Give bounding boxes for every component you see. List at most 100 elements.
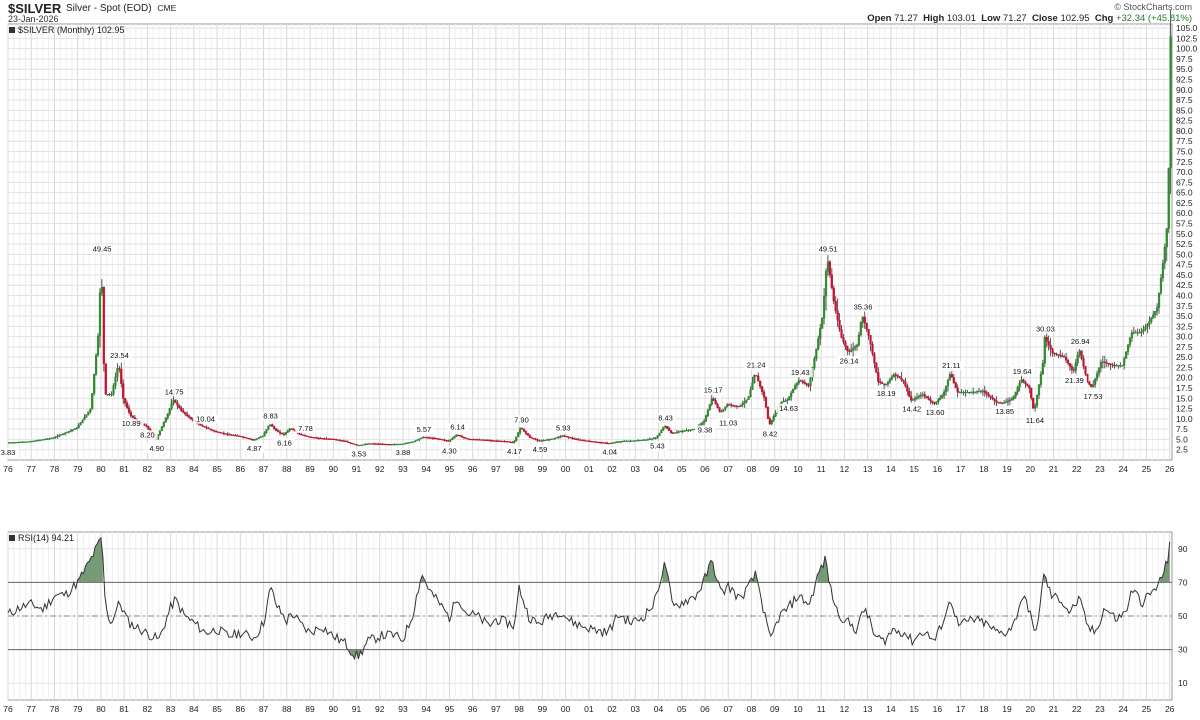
- candle-up: [890, 376, 893, 380]
- candle-down: [898, 376, 901, 379]
- candle-up: [551, 438, 555, 440]
- candle-down: [385, 443, 388, 446]
- annotation-bg: [759, 429, 781, 439]
- x-tick-label: 10: [793, 464, 803, 474]
- candle-up: [852, 348, 855, 351]
- candle-down: [280, 432, 284, 435]
- candle-down: [120, 368, 123, 384]
- candle-down: [387, 444, 390, 446]
- candle-down: [830, 274, 833, 289]
- rsi-y-tick: 10: [1178, 678, 1188, 688]
- candle-down: [836, 310, 839, 321]
- candle-down: [588, 440, 591, 443]
- annotation-label: 4.30: [442, 446, 457, 455]
- annotation-bg: [1032, 324, 1058, 334]
- candle-up: [1136, 332, 1139, 334]
- rsi-x-tick-label: 04: [654, 704, 664, 714]
- candle-up: [722, 408, 725, 412]
- candle-down: [906, 385, 909, 392]
- candle-down: [995, 400, 998, 403]
- rsi-x-tick-label: 80: [96, 704, 106, 714]
- candle-down: [1068, 363, 1072, 367]
- y-tick-label: 35.0: [1176, 311, 1193, 321]
- candle-down: [462, 436, 466, 438]
- y-tick-label: 77.5: [1176, 136, 1193, 146]
- candle-down: [1066, 360, 1070, 364]
- candle-down: [873, 353, 876, 364]
- candle-up: [1115, 365, 1118, 367]
- candle-down: [375, 443, 378, 445]
- candle-down: [933, 402, 936, 404]
- y-tick-label: 72.5: [1176, 157, 1193, 167]
- candle-up: [83, 416, 86, 421]
- candle-up: [412, 441, 415, 443]
- candle-down: [275, 428, 278, 431]
- candle-down: [209, 428, 212, 430]
- candle-down: [507, 441, 510, 443]
- candle-up: [166, 413, 169, 419]
- candle-up: [610, 442, 613, 444]
- x-tick-label: 82: [143, 464, 153, 474]
- y-tick-label: 40.0: [1176, 290, 1193, 300]
- symbol-description: Silver - Spot (EOD) CME: [66, 3, 176, 14]
- candle-up: [108, 393, 111, 396]
- y-tick-label: 30.0: [1176, 332, 1193, 342]
- annotation-bg: [439, 446, 460, 456]
- annotation-label: 26.94: [1071, 337, 1090, 346]
- x-tick-label: 78: [50, 464, 60, 474]
- candle-down: [766, 407, 770, 419]
- x-tick-label: 22: [1072, 464, 1082, 474]
- y-tick-label: 32.5: [1176, 321, 1193, 331]
- candle-down: [577, 439, 580, 441]
- candle-down: [902, 379, 905, 382]
- annotation-label: 8.20: [140, 430, 155, 439]
- candle-up: [91, 393, 94, 410]
- annotation-bg: [599, 447, 621, 457]
- symbol: $SILVER: [8, 1, 62, 16]
- candle-down: [1047, 341, 1050, 346]
- candle-up: [1130, 332, 1134, 339]
- annotation-label: 4.17: [507, 447, 522, 456]
- candle-down: [865, 322, 868, 330]
- candle-down: [437, 438, 440, 440]
- x-tick-label: 99: [538, 464, 548, 474]
- annotation-bg: [348, 449, 370, 459]
- candle-down: [844, 341, 847, 347]
- rsi-x-tick-label: 19: [1002, 704, 1012, 714]
- candle-up: [559, 435, 562, 438]
- candle-up: [979, 390, 983, 393]
- candle-up: [1016, 387, 1019, 393]
- candle-down: [987, 393, 990, 396]
- candle-up: [970, 391, 973, 394]
- candle-down: [532, 437, 535, 440]
- candle-up: [160, 426, 164, 431]
- annotation-label: 21.39: [1065, 376, 1084, 385]
- candle-up: [772, 415, 775, 421]
- rsi-x-tick-label: 88: [282, 704, 292, 714]
- candle-down: [273, 426, 276, 429]
- candle-up: [416, 439, 419, 441]
- candle-down: [1057, 354, 1060, 356]
- candle-up: [786, 399, 789, 401]
- y-tick-label: 52.5: [1176, 239, 1193, 249]
- annotation-label: 10.04: [196, 415, 215, 424]
- candle-up: [40, 439, 43, 441]
- candle-down: [125, 402, 129, 408]
- candle-up: [724, 406, 727, 410]
- annotation-label: 3.53: [352, 449, 367, 458]
- y-tick-label: 27.5: [1176, 342, 1193, 352]
- candle-up: [751, 382, 754, 390]
- candle-down: [867, 329, 870, 336]
- rsi-x-tick-label: 14: [886, 704, 896, 714]
- candle-up: [73, 428, 76, 430]
- candle-up: [972, 391, 975, 393]
- rsi-x-tick-label: 98: [514, 704, 524, 714]
- rsi-x-tick-label: 26: [1165, 704, 1175, 714]
- candle-down: [565, 436, 568, 438]
- x-tick-label: 15: [909, 464, 919, 474]
- annotation-bg: [922, 408, 948, 418]
- candle-up: [75, 427, 78, 429]
- rsi-x-tick-label: 17: [956, 704, 966, 714]
- candle-down: [731, 404, 735, 407]
- candle-down: [187, 415, 191, 418]
